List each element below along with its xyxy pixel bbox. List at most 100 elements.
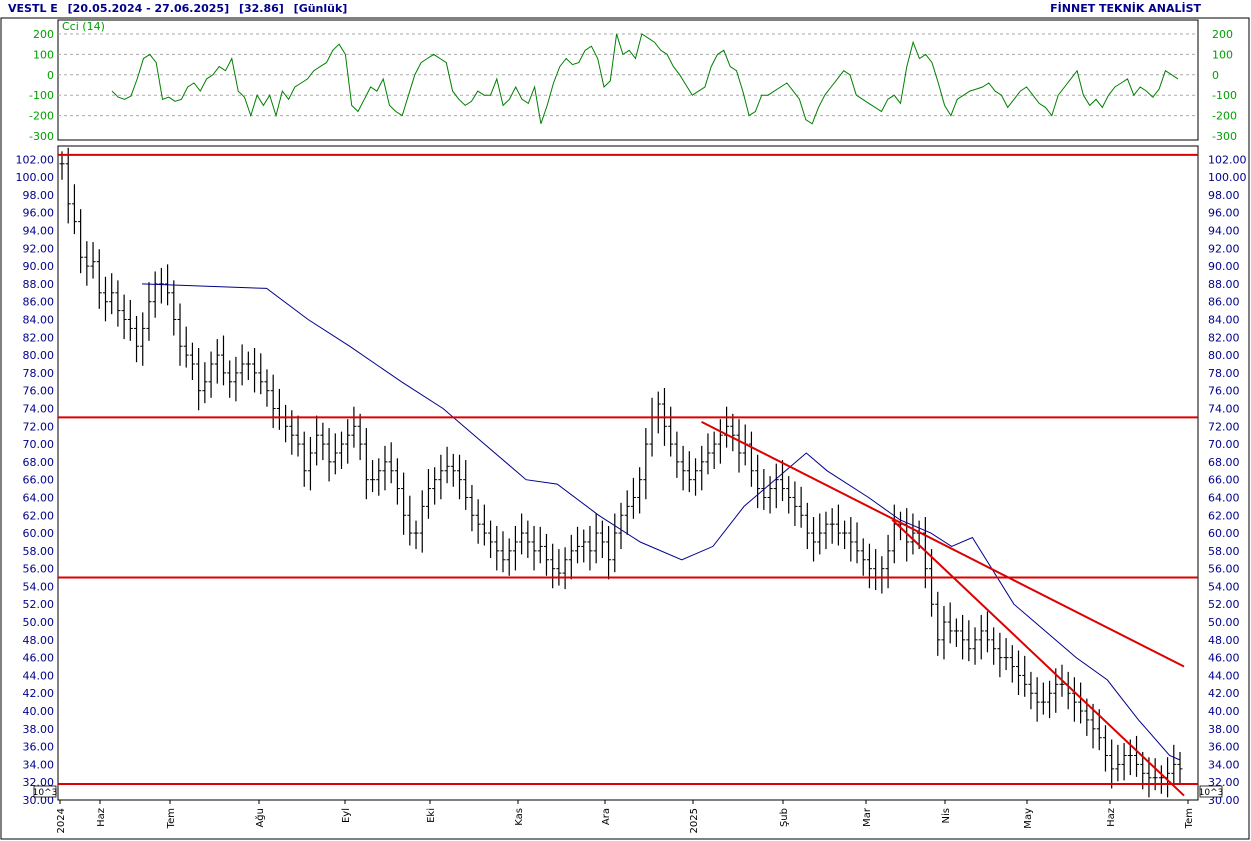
symbol-label: VESTL E bbox=[8, 2, 58, 15]
price-bar bbox=[655, 391, 661, 434]
price-bar bbox=[171, 280, 177, 336]
price-tick-label-right: 102.00 bbox=[1208, 153, 1247, 166]
price-tick-label-right: 42.00 bbox=[1208, 687, 1240, 700]
price-tick-label-left: 76.00 bbox=[23, 385, 55, 398]
price-bar bbox=[413, 520, 419, 550]
price-bar bbox=[556, 549, 562, 586]
price-tick-label-left: 54.00 bbox=[23, 580, 55, 593]
price-bar bbox=[984, 611, 990, 653]
price-bar bbox=[519, 513, 525, 555]
price-bar bbox=[618, 502, 624, 550]
price-bar bbox=[854, 522, 860, 564]
cci-tick-label-left: 200 bbox=[33, 28, 54, 41]
price-tick-label-right: 84.00 bbox=[1208, 314, 1240, 327]
price-tick-label-right: 34.00 bbox=[1208, 758, 1240, 771]
price-bar bbox=[252, 347, 258, 393]
price-tick-label-left: 98.00 bbox=[23, 189, 55, 202]
price-tick-label-right: 64.00 bbox=[1208, 491, 1240, 504]
price-bar bbox=[1121, 743, 1127, 781]
price-tick-label-left: 48.00 bbox=[23, 634, 55, 647]
price-bar bbox=[748, 431, 754, 487]
price-bar bbox=[562, 547, 568, 590]
unit-label-left: 10^3 bbox=[33, 788, 58, 798]
price-tick-label-left: 46.00 bbox=[23, 652, 55, 665]
price-bar bbox=[314, 415, 320, 466]
price-bar bbox=[96, 249, 102, 309]
cci-tick-label-right: -300 bbox=[1212, 130, 1237, 143]
price-bar bbox=[1115, 744, 1121, 782]
price-bar bbox=[109, 273, 115, 315]
price-bar bbox=[307, 436, 313, 491]
price-bar bbox=[811, 517, 817, 562]
x-axis-label: 2025 bbox=[689, 808, 700, 833]
price-bar bbox=[941, 606, 947, 660]
price-bar bbox=[835, 504, 841, 546]
price-bar bbox=[525, 520, 531, 558]
price-tick-label-right: 80.00 bbox=[1208, 349, 1240, 362]
price-bar bbox=[680, 445, 686, 491]
price-tick-label-left: 78.00 bbox=[23, 367, 55, 380]
price-bar bbox=[357, 413, 363, 461]
price-bar bbox=[363, 428, 369, 500]
price-tick-label-right: 68.00 bbox=[1208, 456, 1240, 469]
price-bar bbox=[146, 282, 152, 341]
price-bar bbox=[432, 467, 438, 505]
price-tick-label-right: 46.00 bbox=[1208, 652, 1240, 665]
price-bar bbox=[245, 351, 251, 381]
price-bar bbox=[866, 543, 872, 589]
price-tick-label-right: 76.00 bbox=[1208, 385, 1240, 398]
price-bar bbox=[134, 315, 140, 363]
price-bar bbox=[264, 369, 270, 407]
price-bar bbox=[506, 538, 512, 576]
price-bar bbox=[879, 556, 885, 594]
x-axis-label: Ağu bbox=[254, 808, 266, 828]
price-bar bbox=[817, 513, 823, 555]
price-bar bbox=[1009, 645, 1015, 683]
price-bar bbox=[301, 431, 307, 487]
price-bar bbox=[1065, 671, 1071, 710]
price-bar bbox=[606, 525, 612, 580]
price-bar bbox=[935, 591, 941, 656]
price-bar bbox=[674, 431, 680, 478]
price-tick-label-left: 70.00 bbox=[23, 438, 55, 451]
price-bar bbox=[488, 520, 494, 558]
price-bar bbox=[668, 406, 674, 457]
price-bar bbox=[773, 463, 779, 509]
x-axis-label: Ara bbox=[601, 808, 612, 825]
price-bar bbox=[388, 442, 394, 484]
price-bar bbox=[189, 342, 195, 381]
price-tick-label-right: 38.00 bbox=[1208, 723, 1240, 736]
x-axis-label: Eyl bbox=[341, 808, 352, 823]
price-bar bbox=[1146, 757, 1152, 798]
price-bar bbox=[475, 499, 481, 544]
price-tick-label-right: 100.00 bbox=[1208, 171, 1247, 184]
price-bar bbox=[624, 490, 630, 535]
price-tick-label-left: 84.00 bbox=[23, 314, 55, 327]
price-bar bbox=[84, 241, 90, 286]
price-bar bbox=[792, 481, 798, 526]
price-bar bbox=[693, 458, 699, 496]
price-bar bbox=[276, 388, 282, 430]
x-axis-label: Tem bbox=[1184, 808, 1195, 829]
price-bar bbox=[295, 415, 301, 457]
price-bar bbox=[177, 303, 183, 366]
price-bar bbox=[127, 299, 133, 341]
x-axis-label: Mar bbox=[862, 807, 873, 827]
trend-line bbox=[701, 420, 1185, 668]
price-bar bbox=[860, 538, 866, 576]
price-bar bbox=[1040, 682, 1046, 715]
price-bar bbox=[649, 397, 655, 457]
price-tick-label-left: 44.00 bbox=[23, 669, 55, 682]
price-bar bbox=[730, 413, 736, 452]
price-bar bbox=[376, 458, 382, 496]
price-bar bbox=[1102, 725, 1108, 772]
price-bar bbox=[152, 271, 158, 318]
x-axis-label: Eki bbox=[426, 808, 437, 823]
price-bar bbox=[997, 632, 1003, 678]
price-tick-label-left: 72.00 bbox=[23, 420, 55, 433]
price-tick-label-left: 88.00 bbox=[23, 278, 55, 291]
price-bar bbox=[637, 467, 643, 514]
x-axis-label: Tem bbox=[166, 808, 177, 829]
price-bar bbox=[208, 351, 214, 398]
price-bar bbox=[140, 312, 146, 366]
